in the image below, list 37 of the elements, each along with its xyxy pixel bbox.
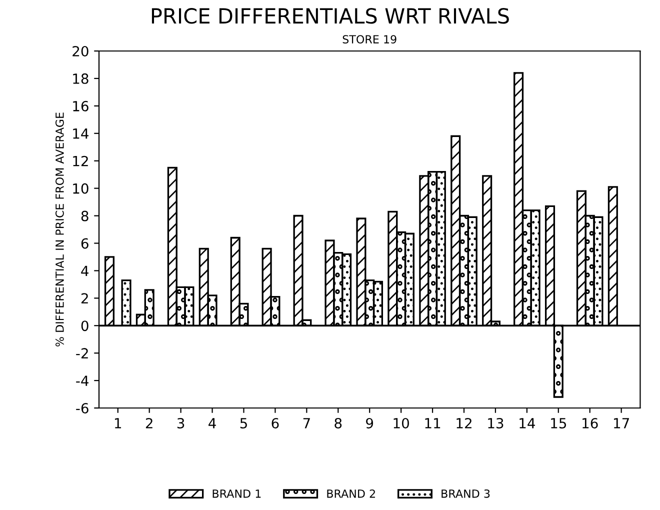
legend-label: BRAND 3 xyxy=(442,489,490,498)
y-tick-label: 20 xyxy=(72,46,88,56)
x-tick-label: 8 xyxy=(334,418,342,428)
y-tick-label: -2 xyxy=(76,348,88,358)
y-tick-label: 10 xyxy=(73,183,88,194)
legend-label: BRAND 1 xyxy=(212,490,261,498)
x-tick-label: 7 xyxy=(303,418,310,428)
y-tick-label: 16 xyxy=(73,100,88,112)
y-tick-label: 4 xyxy=(81,266,88,276)
y-tick-label: 14 xyxy=(73,128,88,139)
y-tick-label: 2 xyxy=(81,293,88,304)
x-tick-label: 14 xyxy=(520,418,535,428)
x-tick-label: 3 xyxy=(177,418,184,428)
x-tick-label: 9 xyxy=(366,418,374,428)
chart-subtitle: STORE 19 xyxy=(342,35,396,44)
x-tick-label: 1 xyxy=(114,418,122,428)
y-axis-title: % DIFFERENTIAL IN PRICE FROM AVERAGE xyxy=(55,112,64,346)
x-tick-label: 5 xyxy=(240,418,247,428)
x-tick-label: 12 xyxy=(456,418,472,428)
y-tick-label: 0 xyxy=(81,320,88,332)
chart-title: PRICE DIFFERENTIALS WRT RIVALS xyxy=(152,8,509,24)
x-tick-label: 15 xyxy=(551,418,566,428)
y-tick-label: 18 xyxy=(73,73,88,84)
x-tick-label: 11 xyxy=(425,418,440,428)
x-tick-label: 13 xyxy=(488,418,504,428)
y-tick-label: -6 xyxy=(76,402,88,414)
x-tick-label: 2 xyxy=(146,418,152,428)
y-tick-label: 12 xyxy=(73,156,88,166)
x-tick-label: 10 xyxy=(394,418,409,428)
x-tick-label: 17 xyxy=(614,418,629,428)
y-tick-label: 8 xyxy=(81,210,88,222)
y-tick-label: 6 xyxy=(81,238,88,249)
x-tick-label: 4 xyxy=(208,418,216,428)
y-tick-label: -4 xyxy=(76,376,88,386)
legend-label: BRAND 2 xyxy=(327,489,375,498)
x-tick-label: 6 xyxy=(272,418,279,428)
x-tick-label: 16 xyxy=(582,418,598,428)
